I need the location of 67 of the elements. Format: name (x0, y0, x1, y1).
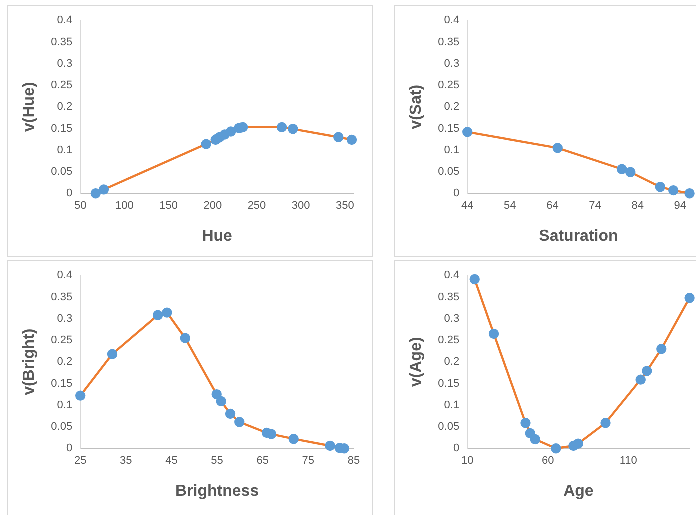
x-tick-label: 45 (166, 455, 178, 468)
x-tick-label: 85 (348, 455, 360, 468)
y-tick-label: 0.35 (51, 291, 73, 304)
y-tick-label: 0.2 (57, 356, 73, 368)
x-tick-label: 300 (292, 200, 310, 212)
y-tick-label: 0.3 (57, 312, 73, 325)
y-tick-label: 0.1 (57, 399, 73, 412)
y-tick-label: 0.05 (51, 166, 73, 178)
y-tick-label: 0.05 (438, 421, 460, 434)
y-tick-label: 0.25 (51, 334, 73, 347)
x-tick-label: 65 (256, 455, 269, 468)
y-tick-label: 0.3 (57, 58, 73, 70)
y-tick-label: 0.25 (438, 334, 460, 347)
y-tick-label: 0.25 (51, 80, 73, 92)
y-tick-label: 0.4 (444, 14, 460, 27)
y-tick-label: 0.2 (57, 101, 73, 114)
y-tick-label: 0.15 (51, 122, 73, 135)
y-tick-label: 0.15 (438, 122, 460, 135)
x-tick-label: 54 (504, 200, 516, 212)
y-axis-title: v(Sat) (408, 84, 426, 130)
x-tick-label: 44 (461, 200, 474, 212)
x-tick-label: 60 (542, 455, 554, 468)
y-axis-title: v(Hue) (21, 82, 38, 132)
y-tick-label: 0 (66, 188, 73, 200)
x-tick-label: 110 (620, 455, 638, 468)
x-axis-title: Age (564, 482, 594, 500)
y-tick-label: 0.1 (57, 144, 73, 156)
y-tick-label: 0 (66, 442, 73, 455)
x-tick-label: 350 (336, 200, 354, 212)
y-axis-title: v(Bright) (21, 328, 38, 396)
y-tick-label: 0.4 (444, 270, 460, 282)
y-tick-label: 0 (453, 442, 460, 455)
x-tick-label: 250 (248, 200, 266, 212)
y-tick-label: 0.25 (438, 80, 460, 92)
y-tick-label: 0.2 (444, 356, 460, 368)
y-tick-label: 0.35 (51, 36, 73, 48)
y-tick-label: 0.35 (438, 291, 460, 304)
x-tick-label: 64 (546, 200, 559, 212)
x-axis-title: Hue (202, 228, 233, 245)
x-tick-label: 200 (204, 200, 222, 212)
x-tick-label: 35 (120, 455, 132, 468)
x-tick-label: 10 (461, 455, 474, 468)
x-tick-label: 94 (674, 200, 687, 212)
y-tick-label: 0.2 (444, 101, 460, 114)
y-axis-title: v(Age) (408, 337, 426, 387)
y-tick-label: 0.4 (57, 270, 73, 282)
x-tick-label: 50 (74, 200, 87, 212)
y-tick-label: 0.3 (444, 58, 460, 70)
y-tick-label: 0.1 (444, 399, 460, 412)
x-tick-label: 75 (302, 455, 315, 468)
y-tick-label: 0 (453, 188, 460, 200)
x-axis-title: Brightness (176, 482, 260, 500)
x-tick-label: 84 (632, 200, 644, 212)
y-tick-label: 0.05 (438, 166, 460, 178)
x-tick-label: 25 (74, 455, 87, 468)
x-tick-label: 150 (160, 200, 178, 212)
y-tick-label: 0.1 (444, 144, 460, 156)
y-tick-label: 0.15 (51, 378, 73, 390)
y-tick-label: 0.05 (51, 421, 73, 434)
y-tick-label: 0.3 (444, 312, 460, 325)
x-axis-title: Saturation (539, 228, 618, 245)
y-tick-label: 0.35 (438, 36, 460, 48)
x-tick-label: 100 (116, 200, 134, 212)
x-tick-label: 55 (211, 455, 224, 468)
y-tick-label: 0.15 (438, 378, 460, 390)
x-tick-label: 74 (589, 200, 602, 212)
y-tick-label: 0.4 (57, 14, 73, 27)
